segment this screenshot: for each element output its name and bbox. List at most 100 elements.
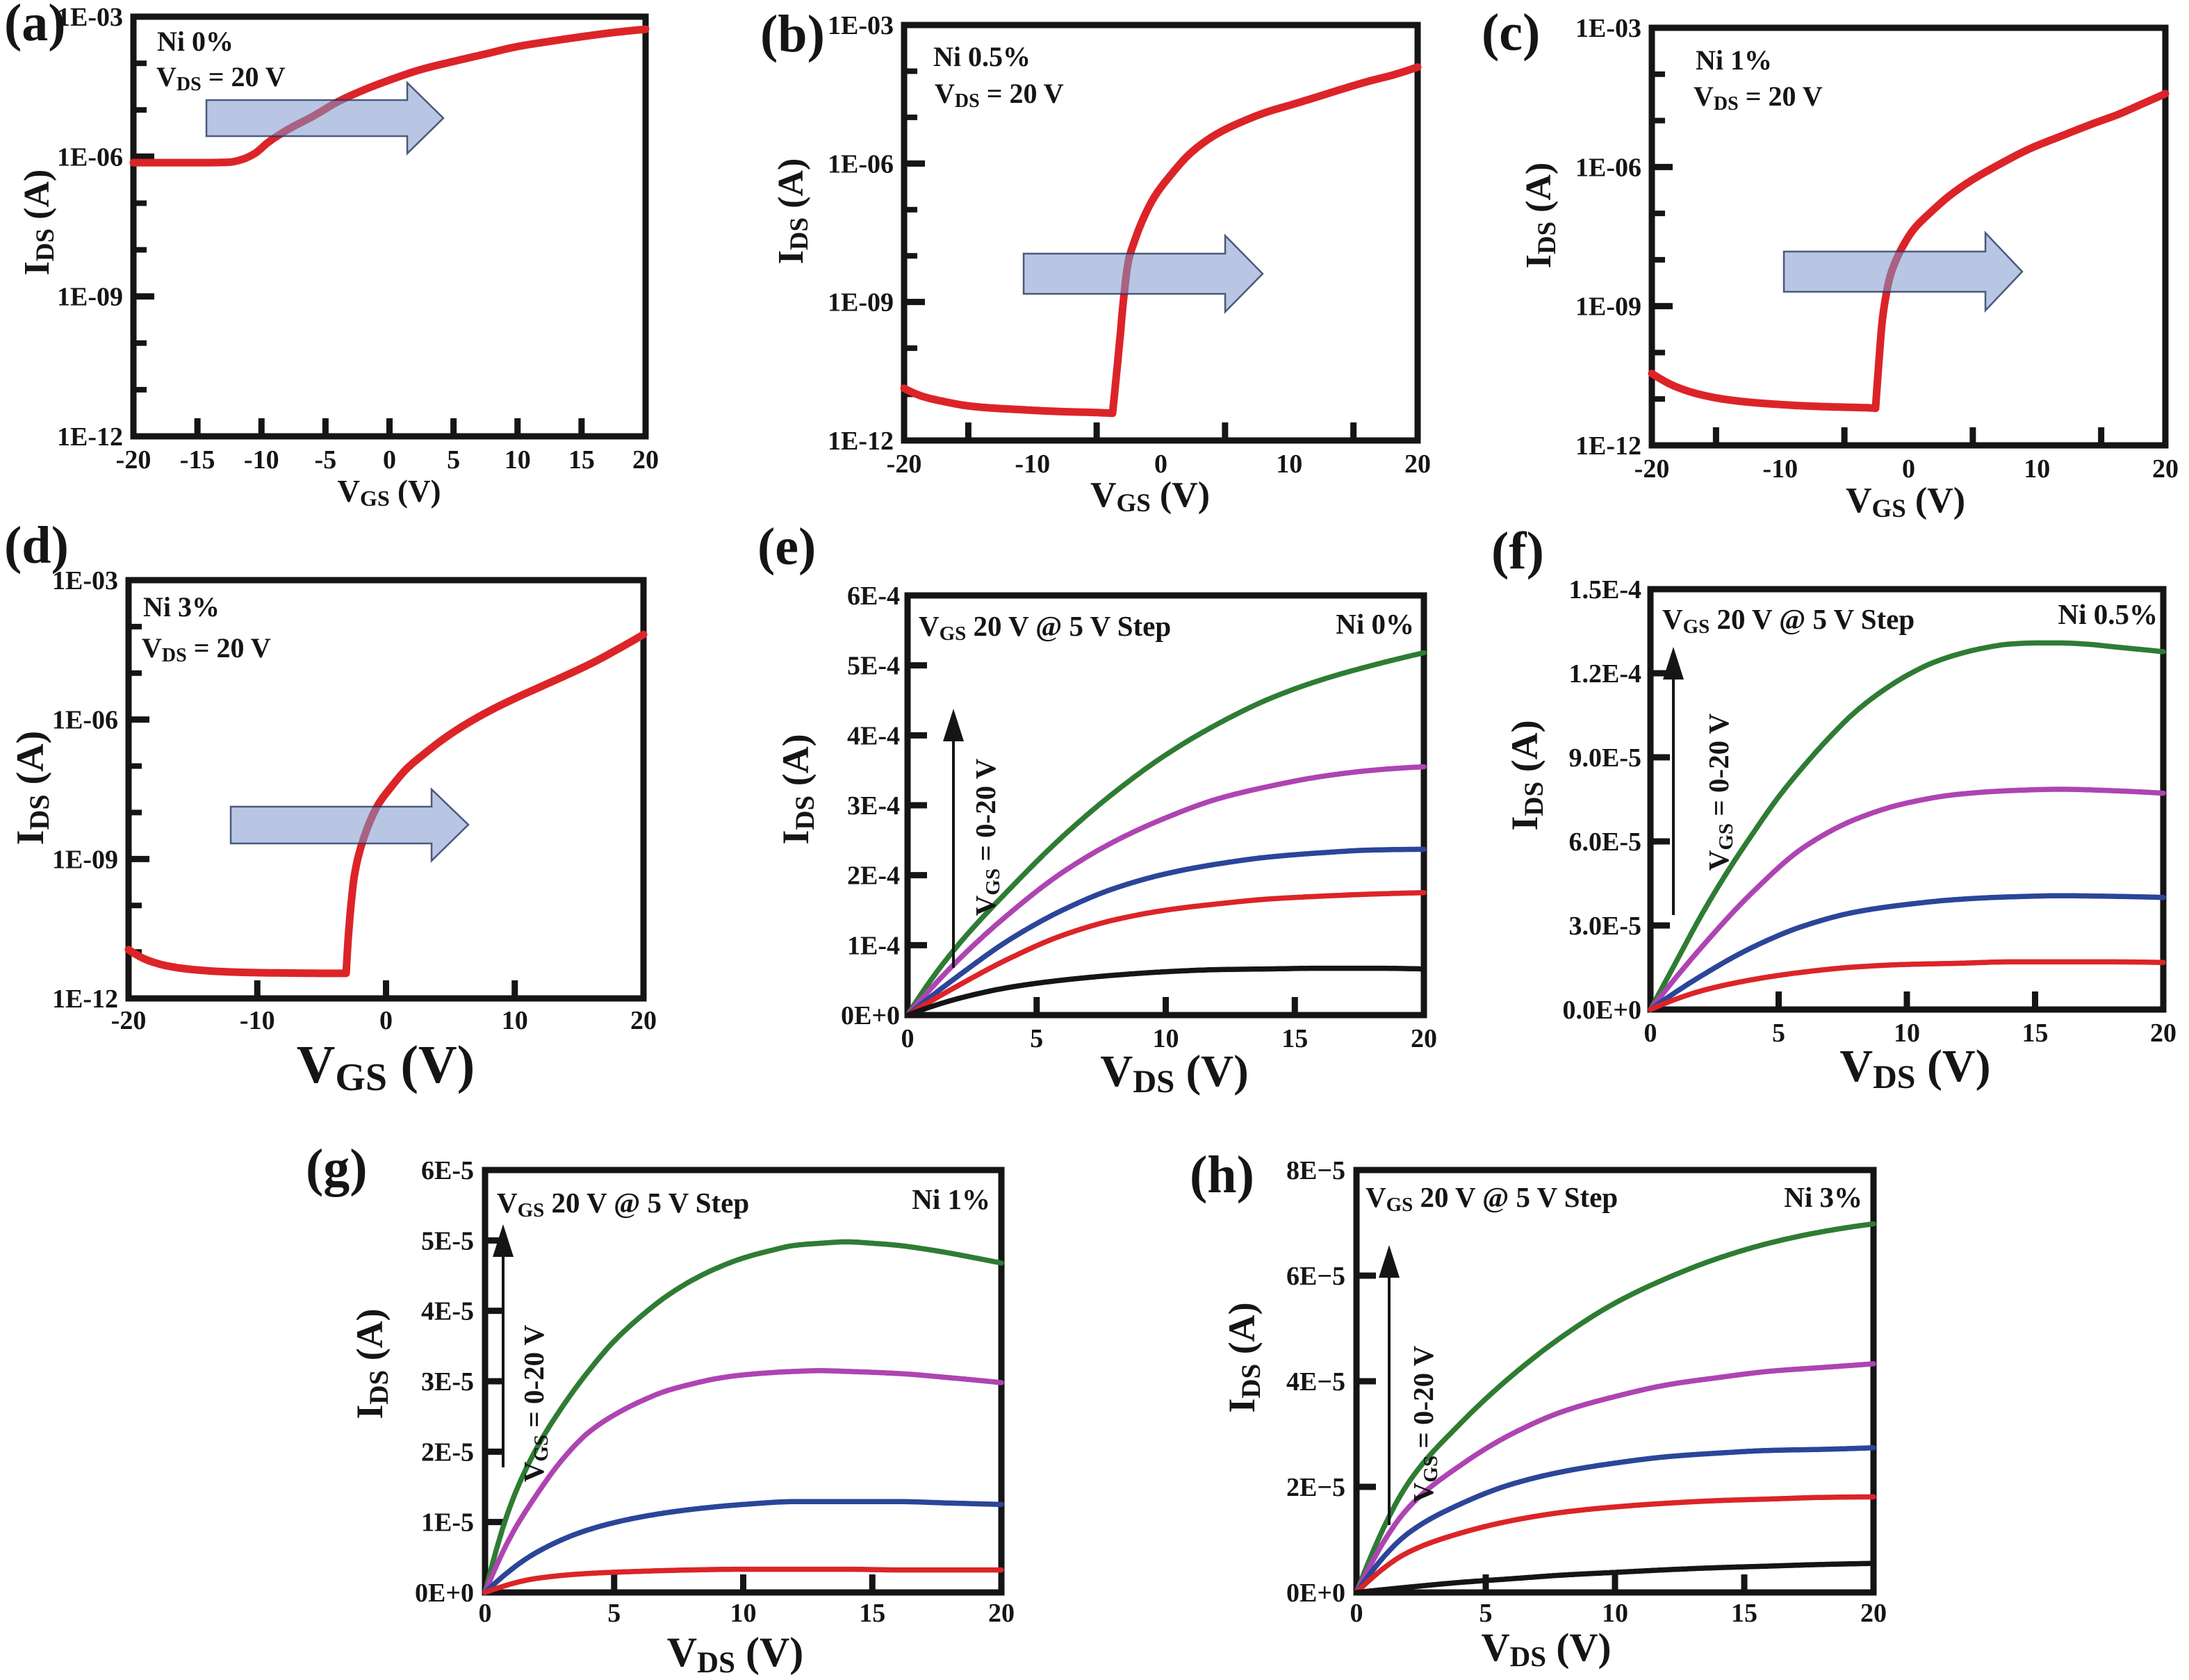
svg-text:10: 10	[2024, 454, 2050, 484]
svg-text:VGS 20 V @ 5 V Step: VGS 20 V @ 5 V Step	[919, 610, 1171, 645]
svg-text:6E-5: 6E-5	[421, 1156, 474, 1185]
svg-text:VGS (V): VGS (V)	[1090, 475, 1210, 518]
svg-text:10: 10	[1153, 1024, 1179, 1053]
svg-text:15: 15	[568, 445, 595, 475]
svg-text:Ni 0.5%: Ni 0.5%	[933, 41, 1031, 72]
svg-text:-10: -10	[1015, 450, 1050, 479]
svg-text:-10: -10	[1762, 454, 1798, 484]
svg-text:1E-06: 1E-06	[1575, 153, 1641, 182]
svg-text:VDS = 20 V: VDS = 20 V	[142, 632, 271, 666]
svg-text:1E-09: 1E-09	[57, 283, 123, 312]
svg-text:4E-4: 4E-4	[847, 721, 900, 750]
svg-text:IDS (A): IDS (A)	[9, 731, 55, 846]
svg-text:-5: -5	[315, 445, 337, 475]
svg-text:1E-5: 1E-5	[421, 1508, 474, 1538]
svg-text:0: 0	[1350, 1599, 1363, 1628]
svg-text:-20: -20	[111, 1006, 147, 1035]
svg-text:0: 0	[1154, 450, 1167, 479]
svg-text:1E-03: 1E-03	[1575, 14, 1641, 43]
svg-text:6E−5: 6E−5	[1286, 1262, 1345, 1291]
svg-text:VGS (V): VGS (V)	[297, 1035, 475, 1099]
svg-text:20: 20	[1411, 1024, 1437, 1053]
svg-text:-20: -20	[887, 450, 922, 479]
svg-text:Ni 1%: Ni 1%	[1696, 44, 1772, 76]
svg-text:0.0E+0: 0.0E+0	[1563, 996, 1642, 1025]
svg-text:(e): (e)	[757, 518, 816, 576]
svg-text:VGS = 0-20 V: VGS = 0-20 V	[518, 1324, 552, 1482]
svg-text:-10: -10	[244, 445, 279, 475]
svg-text:4E-5: 4E-5	[421, 1297, 474, 1326]
svg-text:VDS (V): VDS (V)	[1100, 1046, 1249, 1100]
svg-text:5: 5	[1772, 1019, 1785, 1048]
svg-text:0: 0	[901, 1024, 915, 1053]
svg-text:IDS (A): IDS (A)	[1221, 1302, 1266, 1413]
svg-text:VDS = 20 V: VDS = 20 V	[1694, 81, 1823, 115]
svg-text:1E-09: 1E-09	[1575, 293, 1641, 322]
svg-text:(b): (b)	[760, 5, 825, 63]
svg-text:10: 10	[502, 1006, 528, 1035]
svg-text:VDS (V): VDS (V)	[667, 1629, 804, 1677]
svg-text:(g): (g)	[306, 1139, 368, 1197]
svg-text:1E-03: 1E-03	[828, 11, 894, 40]
svg-text:VGS (V): VGS (V)	[338, 474, 441, 511]
svg-text:VDS (V): VDS (V)	[1482, 1626, 1612, 1672]
svg-text:15: 15	[1281, 1024, 1308, 1053]
svg-text:1E-06: 1E-06	[828, 149, 894, 179]
svg-text:(f): (f)	[1491, 522, 1544, 580]
svg-text:VGS 20 V @ 5 V Step: VGS 20 V @ 5 V Step	[1662, 603, 1915, 638]
svg-text:0: 0	[383, 445, 396, 475]
svg-text:VGS (V): VGS (V)	[1846, 481, 1965, 523]
svg-text:VDS (V): VDS (V)	[1839, 1041, 1990, 1096]
svg-text:0: 0	[1902, 454, 1915, 484]
svg-text:(d): (d)	[4, 516, 69, 575]
svg-text:(a): (a)	[4, 0, 66, 52]
svg-text:-20: -20	[1634, 454, 1670, 484]
svg-text:20: 20	[2150, 1019, 2176, 1048]
svg-text:5E-5: 5E-5	[421, 1226, 474, 1255]
svg-text:1E-09: 1E-09	[52, 845, 118, 874]
svg-text:5E-4: 5E-4	[847, 652, 900, 681]
svg-text:10: 10	[730, 1599, 757, 1628]
svg-text:1.2E-4: 1.2E-4	[1569, 659, 1642, 689]
svg-text:20: 20	[988, 1599, 1015, 1628]
svg-text:1E-4: 1E-4	[847, 931, 900, 960]
svg-text:VGS = 0-20 V: VGS = 0-20 V	[1703, 713, 1737, 871]
svg-text:1E-12: 1E-12	[57, 422, 123, 452]
svg-text:5: 5	[1479, 1599, 1493, 1628]
svg-text:10: 10	[1276, 450, 1302, 479]
svg-text:3E-5: 3E-5	[421, 1367, 474, 1397]
svg-text:VDS = 20 V: VDS = 20 V	[935, 78, 1064, 112]
svg-text:1E-12: 1E-12	[1575, 431, 1641, 461]
svg-text:20: 20	[1404, 450, 1431, 479]
svg-text:0: 0	[479, 1599, 492, 1628]
svg-text:0E+0: 0E+0	[1286, 1579, 1345, 1608]
svg-text:VGS = 0-20 V: VGS = 0-20 V	[1407, 1345, 1442, 1503]
svg-text:(h): (h)	[1190, 1146, 1254, 1204]
svg-text:IDS (A): IDS (A)	[775, 734, 820, 844]
svg-text:IDS (A): IDS (A)	[17, 170, 60, 276]
svg-text:-15: -15	[180, 445, 215, 475]
svg-text:10: 10	[1602, 1599, 1628, 1628]
svg-text:1E-12: 1E-12	[828, 427, 894, 456]
svg-text:1E-12: 1E-12	[52, 985, 118, 1014]
svg-text:15: 15	[1731, 1599, 1757, 1628]
svg-text:(c): (c)	[1482, 3, 1540, 62]
svg-text:10: 10	[1894, 1019, 1920, 1048]
svg-text:1E-06: 1E-06	[57, 142, 123, 172]
svg-text:Ni 0.5%: Ni 0.5%	[2058, 598, 2158, 630]
svg-text:VGS 20 V @ 5 V Step: VGS 20 V @ 5 V Step	[497, 1187, 749, 1221]
svg-text:1E-09: 1E-09	[828, 288, 894, 318]
svg-text:9.0E-5: 9.0E-5	[1569, 743, 1642, 773]
svg-text:5: 5	[1030, 1024, 1043, 1053]
svg-text:0: 0	[1644, 1019, 1657, 1048]
svg-text:-10: -10	[240, 1006, 275, 1035]
svg-text:2E-5: 2E-5	[421, 1438, 474, 1467]
svg-text:VGS = 0-20 V: VGS = 0-20 V	[969, 758, 1004, 916]
svg-text:6.0E-5: 6.0E-5	[1569, 827, 1642, 857]
svg-text:15: 15	[859, 1599, 885, 1628]
svg-text:IDS (A): IDS (A)	[771, 158, 814, 265]
svg-text:20: 20	[630, 1006, 657, 1035]
svg-text:1E-03: 1E-03	[57, 3, 123, 32]
svg-text:1.5E-4: 1.5E-4	[1569, 575, 1642, 604]
svg-text:20: 20	[2152, 454, 2179, 484]
